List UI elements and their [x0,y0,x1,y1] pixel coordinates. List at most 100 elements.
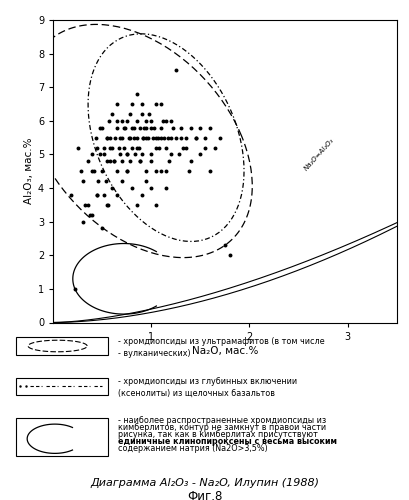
Point [161,134,167,141]
Point [119,134,125,141]
Point [117,150,123,158]
Point [121,124,128,132]
Point [192,134,199,141]
Point [104,134,110,141]
Text: - хромдиопсиды из ультрамафитов (в том числе: - хромдиопсиды из ультрамафитов (в том ч… [118,337,325,346]
Point [136,124,143,132]
Point [124,167,130,175]
Point [89,167,96,175]
Point [89,211,96,219]
Y-axis label: Al₂O₃, мас.%: Al₂O₃, мас.% [24,138,34,204]
Point [107,157,113,165]
Point [182,144,189,152]
Point [182,134,189,141]
Point [187,124,194,132]
Point [124,150,130,158]
Point [173,134,179,141]
Point [128,144,135,152]
Text: единичные клинопироксены с весьма высоким: единичные клинопироксены с весьма высоки… [118,437,337,446]
Point [163,117,169,125]
Point [89,150,96,158]
Point [128,184,135,192]
Point [119,157,125,165]
Point [156,144,162,152]
Point [207,167,213,175]
Point [217,134,223,141]
Point [101,191,108,199]
Point [117,134,123,141]
Point [94,191,101,199]
Text: рисунка, так как в кимберлитах присутствуют: рисунка, так как в кимберлитах присутств… [118,430,318,439]
Point [207,124,213,132]
Point [126,110,133,118]
Point [81,201,88,209]
Point [163,144,169,152]
Text: - вулканических): - вулканических) [118,350,191,358]
Point [93,134,100,141]
Point [79,178,86,186]
Point [128,100,135,108]
Point [114,191,120,199]
Point [104,134,110,141]
Point [192,134,199,141]
Text: кимберлитов, контур не замкнут в правои части: кимберлитов, контур не замкнут в правои … [118,423,326,432]
Point [146,110,153,118]
Text: Фиг.8: Фиг.8 [187,490,222,500]
Point [104,157,110,165]
Point [143,178,150,186]
Point [109,144,115,152]
Point [77,167,84,175]
Point [151,124,157,132]
Point [84,201,91,209]
Point [111,157,117,165]
Point [148,124,155,132]
Point [133,201,140,209]
Point [212,144,218,152]
Point [99,124,106,132]
Point [67,191,74,199]
Point [130,134,137,141]
Point [111,157,117,165]
Text: - наиболее распространенные хромдиопсиды из: - наиболее распространенные хромдиопсиды… [118,416,326,424]
Point [202,134,209,141]
Point [173,66,179,74]
Point [155,134,162,141]
Point [72,285,78,293]
Point [158,124,164,132]
Point [114,124,120,132]
Point [84,157,91,165]
Point [124,167,130,175]
Point [106,117,112,125]
Point [158,134,164,141]
Point [131,150,138,158]
Point [97,124,103,132]
Text: содержанием натрия (Na2O>3,5%): содержанием натрия (Na2O>3,5%) [118,444,268,454]
Point [133,90,140,98]
Point [138,100,145,108]
Point [153,134,160,141]
Point [168,134,174,141]
Point [116,144,122,152]
Point [133,134,140,141]
Point [97,150,103,158]
Point [166,157,172,165]
Point [140,134,147,141]
Point [163,167,169,175]
Point [185,167,192,175]
Point [187,157,194,165]
Point [112,134,118,141]
Point [124,117,130,125]
Point [136,157,143,165]
Point [148,150,155,158]
Point [99,224,106,232]
Point [163,184,169,192]
Point [94,144,101,152]
Point [143,117,150,125]
Point [74,144,81,152]
Point [138,110,145,118]
Point [197,150,204,158]
Point [138,150,145,158]
Point [222,241,228,249]
Point [121,124,127,132]
Point [119,178,125,186]
